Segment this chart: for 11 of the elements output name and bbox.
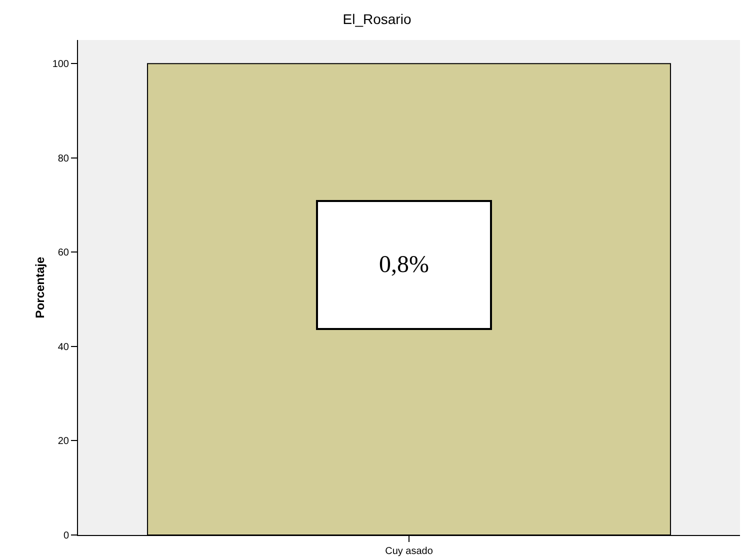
x-tick-label: Cuy asado	[385, 546, 434, 557]
y-tick-label: 40	[58, 342, 70, 353]
y-tick-label: 60	[58, 248, 70, 259]
chart-title: El_Rosario	[342, 10, 412, 27]
y-tick-label: 20	[58, 436, 70, 448]
annotation: 0,8%	[379, 252, 429, 278]
y-tick-label: 100	[52, 59, 70, 70]
y-axis-title: Porcentaje	[33, 256, 47, 318]
y-tick-label: 80	[58, 153, 70, 164]
y-tick-label: 0	[63, 530, 70, 542]
text-box: 0,8%	[316, 200, 492, 330]
